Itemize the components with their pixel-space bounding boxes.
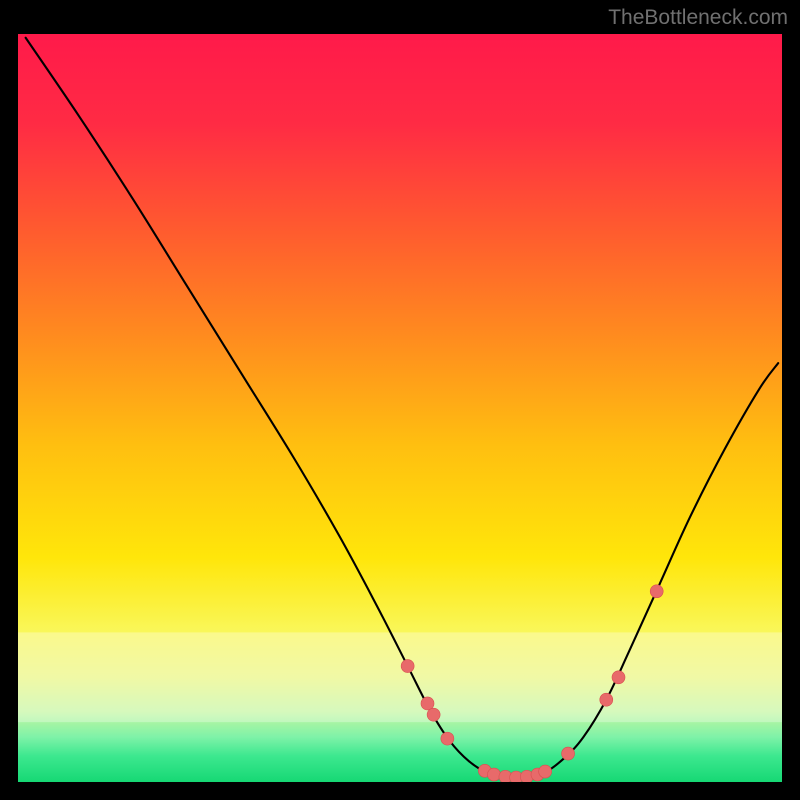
chart-svg [18, 34, 782, 782]
bottleneck-chart [18, 34, 782, 782]
watermark-text: TheBottleneck.com [608, 6, 788, 30]
